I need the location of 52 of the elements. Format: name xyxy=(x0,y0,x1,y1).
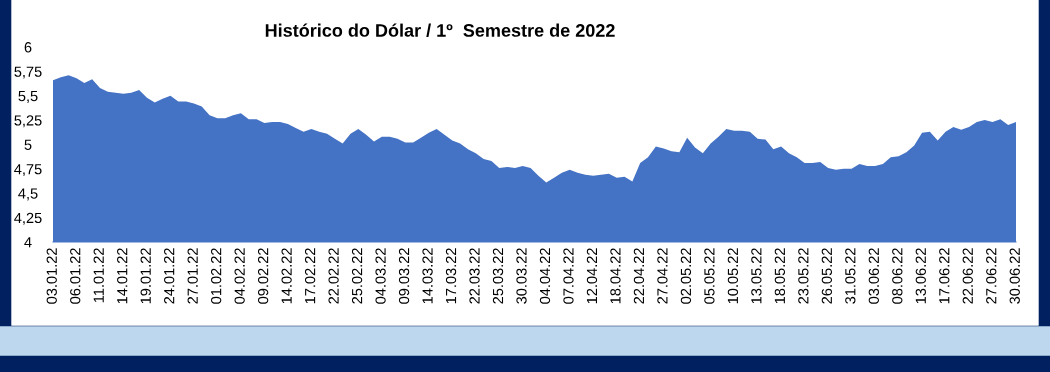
x-tick-label: 13.06.22 xyxy=(915,248,926,304)
x-tick-label: 31.05.22 xyxy=(845,248,856,304)
x-tick-label: 14.02.22 xyxy=(281,248,292,304)
x-tick-label: 02.05.22 xyxy=(680,248,692,304)
x-tick-label: 25.03.22 xyxy=(492,248,504,304)
x-tick-label: 23.05.22 xyxy=(798,248,809,304)
x-tick-label: 01.02.22 xyxy=(211,248,222,304)
x-tick-label: 27.01.22 xyxy=(187,248,198,304)
y-tick-label: 5,5 xyxy=(18,91,38,103)
x-tick-label: 14.03.22 xyxy=(422,248,433,304)
x-tick-label: 14.01.22 xyxy=(117,248,128,304)
y-tick-label: 4,75 xyxy=(14,164,42,177)
chart-title: Histórico do Dólar / 1º Semestre de 2022 xyxy=(265,23,615,38)
y-tick-label: 5,25 xyxy=(14,115,42,128)
x-tick-label: 22.06.22 xyxy=(962,248,973,304)
x-tick-label: 07.04.22 xyxy=(563,248,574,304)
x-tick-label: 04.02.22 xyxy=(234,248,245,304)
x-tick-label: 30.03.22 xyxy=(516,248,527,304)
x-tick-label: 18.05.22 xyxy=(774,248,786,304)
y-tick-label: 4 xyxy=(24,237,32,248)
x-tick-label: 24.01.22 xyxy=(164,248,175,304)
x-tick-label: 09.02.22 xyxy=(257,248,269,304)
x-tick-label: 18.04.22 xyxy=(610,248,621,304)
x-tick-label: 09.03.22 xyxy=(398,248,410,304)
y-tick-label: 4,5 xyxy=(18,188,38,201)
x-tick-label: 17.03.22 xyxy=(445,248,457,304)
y-tick-label: 4,25 xyxy=(14,212,42,225)
x-tick-label: 25.02.22 xyxy=(351,248,363,304)
x-tick-label: 05.05.22 xyxy=(704,248,715,304)
x-tick-label: 06.01.22 xyxy=(70,248,81,304)
y-tick-label: 5,75 xyxy=(14,66,42,79)
x-tick-label: 27.06.22 xyxy=(986,248,997,304)
x-tick-label: 26.05.22 xyxy=(821,248,833,304)
x-tick-label: 08.06.22 xyxy=(892,248,903,304)
x-tick-label: 19.01.22 xyxy=(140,248,151,304)
x-tick-label: 04.03.22 xyxy=(375,248,386,304)
x-tick-label: 12.04.22 xyxy=(586,248,598,304)
x-tick-label: 22.03.22 xyxy=(469,248,480,304)
x-tick-label: 13.05.22 xyxy=(751,248,762,304)
x-tick-label: 11.01.22 xyxy=(93,248,104,303)
x-tick-label: 27.04.22 xyxy=(657,248,668,304)
y-tick-label: 6 xyxy=(24,42,32,53)
x-tick-label: 22.02.22 xyxy=(328,248,339,304)
x-tick-label: 17.02.22 xyxy=(304,248,316,304)
x-tick-label: 03.06.22 xyxy=(868,248,879,304)
x-tick-label: 30.06.22 xyxy=(1009,248,1020,304)
x-tick-label: 17.06.22 xyxy=(939,248,950,304)
x-tick-label: 04.04.22 xyxy=(539,248,551,304)
x-tick-label: 22.04.22 xyxy=(633,248,645,304)
y-tick-label: 5 xyxy=(24,139,32,150)
x-tick-label: 10.05.22 xyxy=(727,248,739,304)
x-tick-label: 03.01.22 xyxy=(46,248,57,304)
